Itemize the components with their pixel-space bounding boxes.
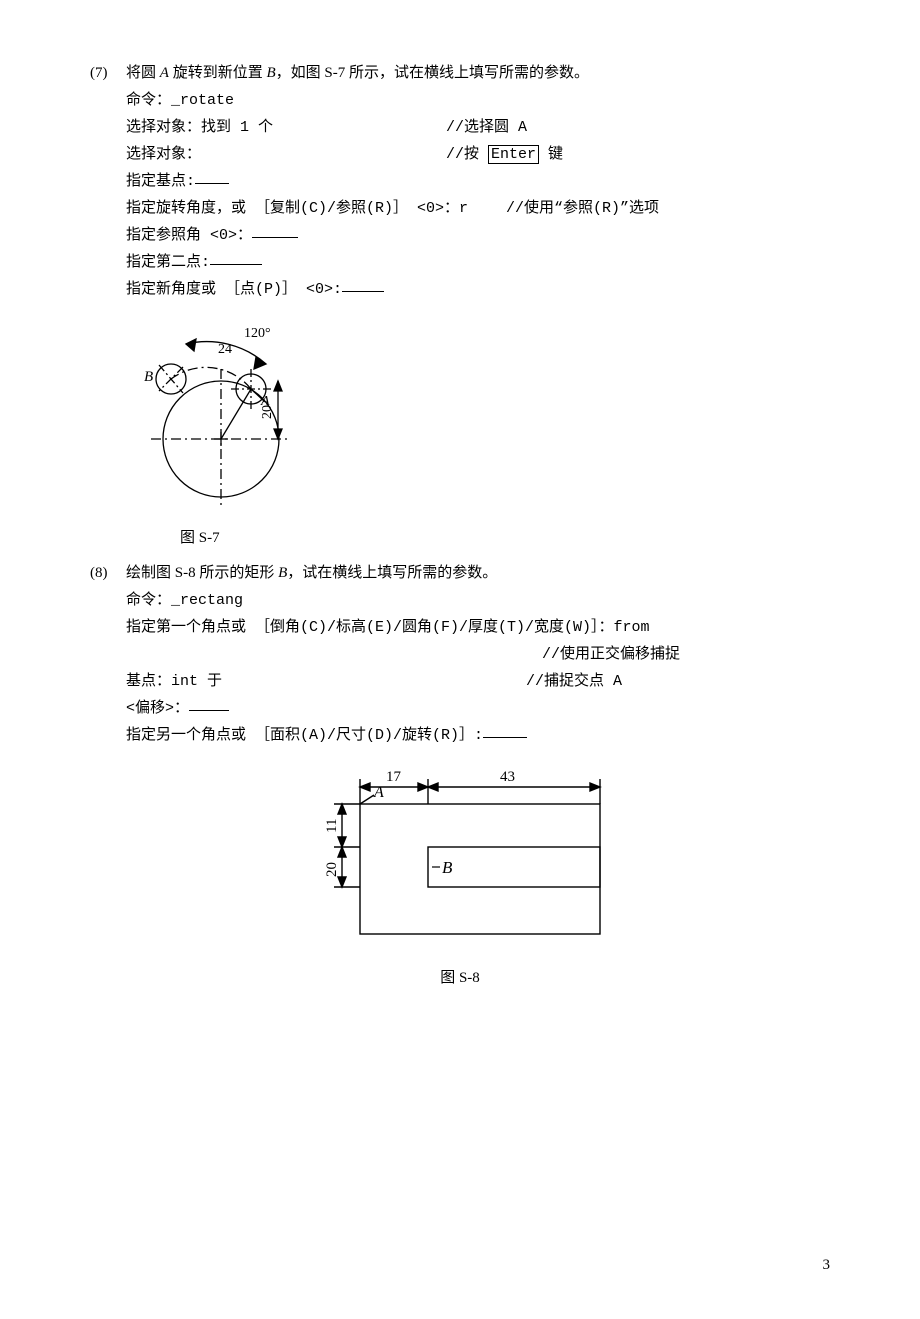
figure-s8-caption: 图 S-8 [90, 965, 830, 992]
figure-s7: 120° 24 20 A B [90, 309, 830, 519]
q8-l2-text: 指定第一个角点或 ［倒角(C)/标高(E)/圆角(F)/厚度(T)/宽度(W)］… [126, 614, 650, 641]
q7-l7-left: 指定第二点: [126, 249, 210, 276]
figure-s7-svg: 120° 24 20 A B [126, 309, 346, 509]
fig7-B: B [144, 369, 153, 385]
fig8-d20: 20 [324, 862, 340, 877]
q7-l5-left: 指定旋转角度，或 ［复制(C)/参照(R)］ <0>：r [126, 200, 468, 217]
q7-l1-cmd: _rotate [171, 87, 234, 114]
q7-l4-left: 指定基点: [126, 168, 195, 195]
q7-l3-left: 选择对象： [126, 146, 201, 163]
q7-pre: 将圆 [126, 65, 160, 81]
q7-number: (7) [90, 60, 126, 87]
q7-l3-pre: //按 [446, 146, 488, 163]
blank [210, 249, 262, 265]
q7-l8-left: 指定新角度或 ［点(P)］ <0>: [126, 276, 342, 303]
blank [342, 276, 384, 292]
q8-l2b-text: //使用正交偏移捕捉 [542, 641, 680, 668]
q7-mid1: 旋转到新位置 [169, 65, 267, 81]
blank [195, 168, 229, 184]
q7-text: 将圆 A 旋转到新位置 B，如图 S-7 所示，试在横线上填写所需的参数。 [126, 60, 830, 87]
page-number: 3 [90, 1252, 830, 1279]
q7-l6: 指定参照角 <0>： [126, 222, 830, 249]
q8-l5-left: 指定另一个角点或 ［面积(A)/尺寸(D)/旋转(R)］: [126, 722, 483, 749]
q8-l3: 基点：int 于 //捕捉交点 A [126, 668, 830, 695]
q8-l1-cmd: _rectang [171, 587, 243, 614]
q7-l1-label: 命令： [126, 87, 171, 114]
fig7-angle: 120° [244, 326, 271, 341]
q8-post: ，试在横线上填写所需的参数。 [287, 565, 497, 581]
q7-l1: 命令：_rotate [126, 87, 830, 114]
q8-heading: (8) 绘制图 S-8 所示的矩形 B，试在横线上填写所需的参数。 [90, 560, 830, 587]
q8-l1-label: 命令： [126, 587, 171, 614]
figure-s8-svg: 17 43 11 20 A B [300, 759, 620, 949]
q7-l2-left: 选择对象：找到 1 个 [126, 119, 273, 136]
q8-l2: 指定第一个角点或 ［倒角(C)/标高(E)/圆角(F)/厚度(T)/宽度(W)］… [126, 614, 830, 641]
q8-l3-right: //捕捉交点 A [526, 673, 622, 690]
fig8-d43: 43 [500, 769, 515, 785]
q7-l3-post: 键 [539, 146, 563, 163]
enter-key: Enter [488, 145, 539, 164]
blank [189, 695, 229, 711]
q7-commands: 命令：_rotate 选择对象：找到 1 个 //选择圆 A 选择对象： //按… [90, 87, 830, 303]
q7-l3-right: //按 Enter 键 [446, 141, 830, 168]
fig8-A: A [373, 784, 384, 801]
fig8-d11: 11 [324, 819, 340, 833]
q7-mid2: ，如图 S-7 所示，试在横线上填写所需的参数。 [276, 65, 589, 81]
blank [483, 722, 527, 738]
q7-l5: 指定旋转角度，或 ［复制(C)/参照(R)］ <0>：r //使用“参照(R)”… [126, 195, 830, 222]
q7-l2-right: //选择圆 A [446, 119, 527, 136]
q8-B: B [278, 565, 287, 581]
figure-s8: 17 43 11 20 A B [90, 759, 830, 959]
q8-l2b: //使用正交偏移捕捉 [126, 641, 830, 668]
q8-l4-left: <偏移>： [126, 695, 189, 722]
blank [252, 222, 298, 238]
q8-l5: 指定另一个角点或 ［面积(A)/尺寸(D)/旋转(R)］: [126, 722, 830, 749]
fig7-d24: 24 [218, 342, 232, 357]
q7-l4: 指定基点: [126, 168, 830, 195]
q8-l3-left: 基点：int 于 [126, 673, 222, 690]
q7-l6-left: 指定参照角 <0>： [126, 222, 252, 249]
q8-l1: 命令：_rectang [126, 587, 830, 614]
q7-l5-right: //使用“参照(R)”选项 [506, 200, 659, 217]
q7-l2: 选择对象：找到 1 个 //选择圆 A [126, 114, 830, 141]
figure-s7-caption: 图 S-7 [90, 525, 830, 552]
fig7-A: A [260, 394, 270, 409]
fig8-d17: 17 [386, 769, 402, 785]
q7-l3: 选择对象： //按 Enter 键 [126, 141, 830, 168]
q7-l8: 指定新角度或 ［点(P)］ <0>: [126, 276, 830, 303]
q8-pre: 绘制图 S-8 所示的矩形 [126, 565, 278, 581]
q8-l4: <偏移>： [126, 695, 830, 722]
q7-heading: (7) 将圆 A 旋转到新位置 B，如图 S-7 所示，试在横线上填写所需的参数… [90, 60, 830, 87]
fig8-B: B [442, 858, 453, 877]
q7-B: B [266, 65, 275, 81]
q8-text: 绘制图 S-8 所示的矩形 B，试在横线上填写所需的参数。 [126, 560, 830, 587]
q7-l7: 指定第二点: [126, 249, 830, 276]
q8-number: (8) [90, 560, 126, 587]
q7-A: A [160, 65, 169, 81]
q8-commands: 命令：_rectang 指定第一个角点或 ［倒角(C)/标高(E)/圆角(F)/… [90, 587, 830, 749]
